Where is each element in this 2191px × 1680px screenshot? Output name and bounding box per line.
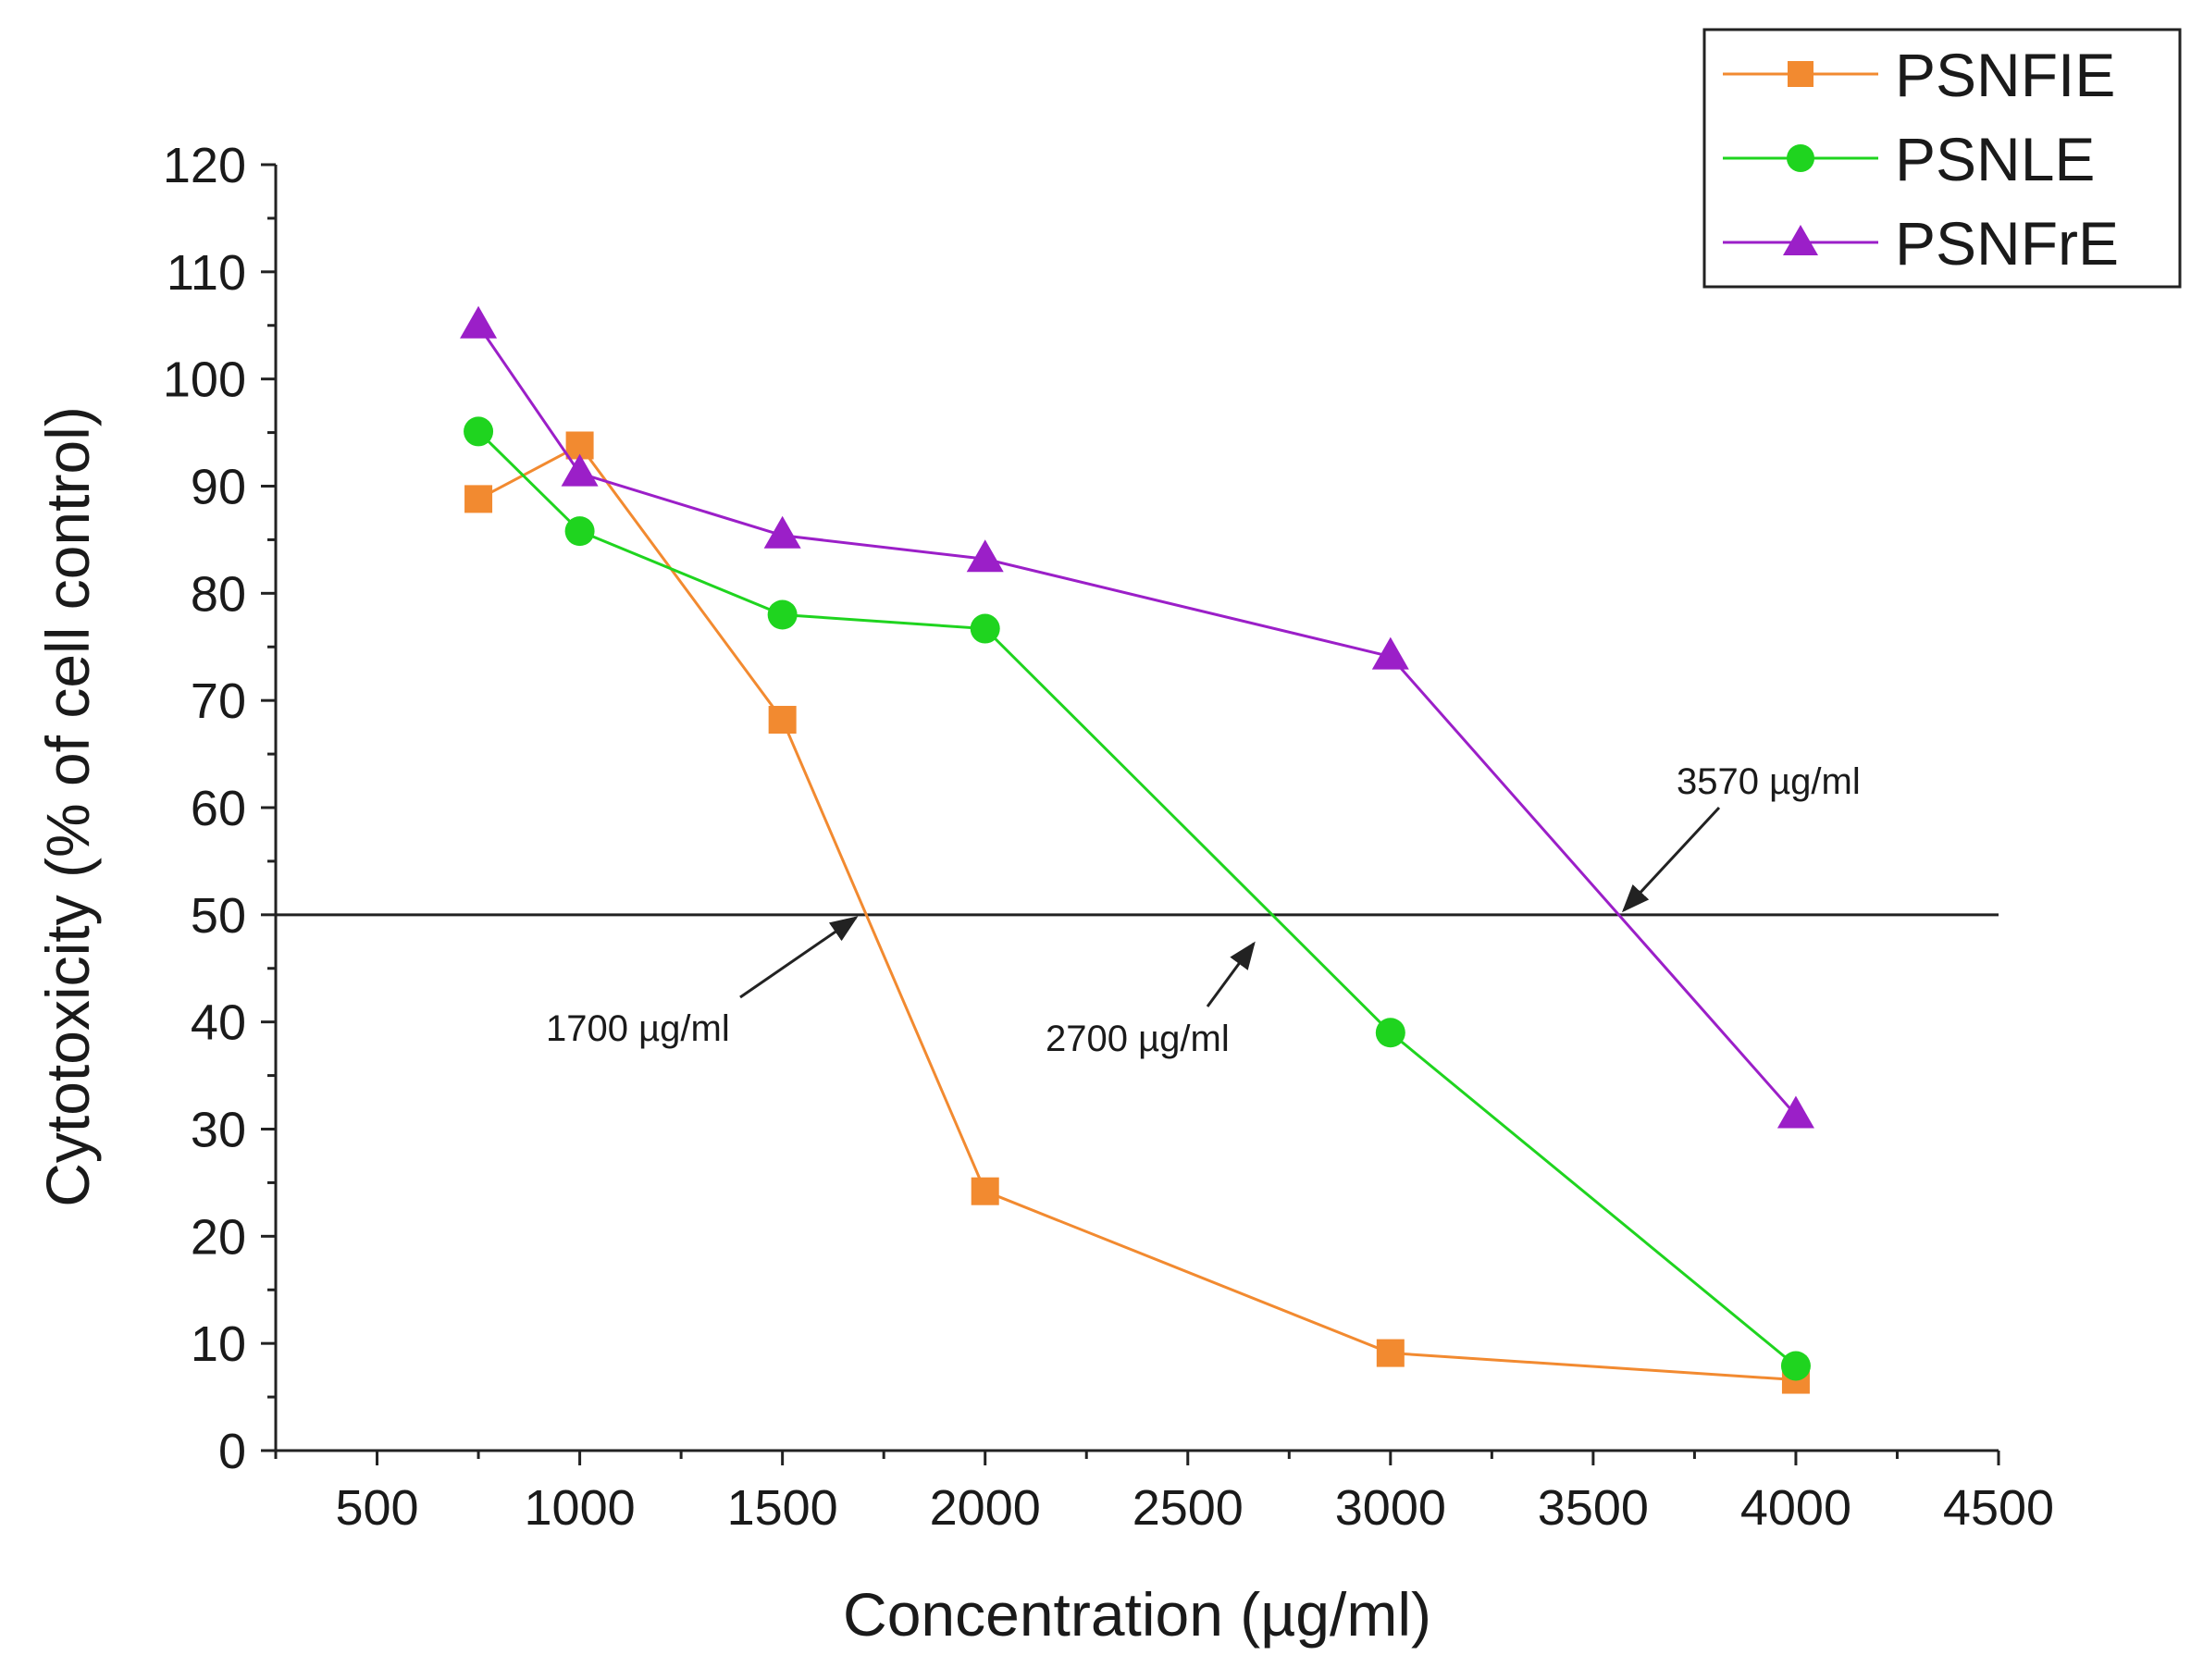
- point-psnle-750: [464, 416, 494, 447]
- x-tick-label-2500: 2500: [1133, 1480, 1244, 1536]
- series-line-psnfie: [477, 443, 1797, 1382]
- x-tick-label-3500: 3500: [1538, 1480, 1649, 1536]
- annotation-label-2700: 2700 µg/ml: [1046, 1019, 1230, 1059]
- y-ticks: [261, 163, 276, 1452]
- annotation-label-1700: 1700 µg/ml: [546, 1008, 730, 1049]
- y-tick-label-30: 30: [191, 1103, 246, 1158]
- y-tick-label-40: 40: [191, 995, 246, 1051]
- point-psnfre-1500: [763, 515, 801, 549]
- point-psnfie-750: [464, 485, 493, 513]
- legend-item-psnfre: PSNFrE: [1723, 209, 2119, 278]
- legend: PSNFIE PSNLE PSNFrE: [1702, 28, 2182, 289]
- y-tick-label-60: 60: [191, 781, 246, 836]
- point-psnle-1500: [767, 599, 798, 630]
- point-psnle-4000: [1780, 1351, 1811, 1381]
- legend-item-psnfie: PSNFIE: [1723, 41, 2115, 109]
- x-axis-title: Concentration (µg/ml): [843, 1580, 1431, 1649]
- y-tick-label-0: 0: [218, 1424, 246, 1479]
- x-tick-label-1500: 1500: [727, 1480, 838, 1536]
- y-tick-label-100: 100: [163, 352, 246, 408]
- y-tick-label-110: 110: [167, 245, 246, 301]
- point-psnle-1000: [564, 516, 595, 547]
- legend-marker-psnle: [1787, 144, 1814, 172]
- annotation-arrow-1700: [739, 916, 859, 999]
- annotation-arrow-2700: [1206, 941, 1256, 1007]
- x-tick-label-3000: 3000: [1335, 1480, 1446, 1536]
- series-psnle: [464, 416, 1811, 1381]
- legend-label-psnfre: PSNFrE: [1895, 209, 2119, 278]
- y-tick-label-90: 90: [191, 460, 246, 515]
- annotation-3570: 3570 µg/ml: [1621, 761, 1861, 913]
- legend-marker-psnfie: [1788, 61, 1813, 87]
- legend-box: [1702, 28, 2182, 289]
- x-tick-label-4000: 4000: [1740, 1480, 1851, 1536]
- point-psnle-3000: [1375, 1018, 1405, 1048]
- point-psnfie-2000: [971, 1177, 999, 1205]
- series-line-psnfre: [477, 324, 1798, 1117]
- point-psnfie-3000: [1376, 1339, 1405, 1367]
- y-tick-label-50: 50: [191, 888, 246, 944]
- legend-label-psnle: PSNLE: [1895, 125, 2095, 193]
- y-tick-label-80: 80: [191, 566, 246, 622]
- series-psnfie: [464, 431, 1810, 1394]
- y-tick-label-20: 20: [191, 1209, 246, 1265]
- point-psnle-2000: [970, 613, 1000, 644]
- annotation-label-3570: 3570 µg/ml: [1677, 761, 1861, 802]
- point-psnfre-2000: [966, 539, 1004, 573]
- y-axis-title: Cytotoxicity (% of cell control): [33, 406, 102, 1207]
- point-psnfre-4000: [1776, 1095, 1814, 1129]
- series-line-psnle: [477, 430, 1797, 1367]
- x-tick-label-2000: 2000: [930, 1480, 1041, 1536]
- point-psnfre-1000: [561, 453, 599, 487]
- annotation-2700: 2700 µg/ml: [1046, 941, 1256, 1059]
- annotation-arrow-3570: [1621, 806, 1721, 913]
- point-psnfie-1500: [768, 706, 797, 735]
- x-ticks: [274, 1451, 2000, 1465]
- x-tick-labels: 500 1000 1500 2000 2500 3000 3500 4000 4500: [335, 1480, 2054, 1536]
- series-layer: [460, 305, 1814, 1394]
- legend-item-psnle: PSNLE: [1723, 125, 2095, 193]
- ic50-annotations: 1700 µg/ml 2700 µg/ml 3570 µg/ml: [546, 761, 1861, 1059]
- legend-label-psnfie: PSNFIE: [1895, 41, 2115, 109]
- y-tick-label-120: 120: [163, 138, 246, 193]
- x-tick-label-4500: 4500: [1943, 1480, 2054, 1536]
- series-psnfre: [460, 305, 1814, 1129]
- point-psnfre-750: [460, 305, 498, 339]
- y-tick-label-70: 70: [191, 673, 246, 729]
- legend-marker-psnfre: [1783, 225, 1818, 255]
- y-tick-labels: 0 10 20 30 40 50 60 70 80 90 100 110 120: [163, 138, 246, 1479]
- point-psnfre-3000: [1371, 636, 1409, 670]
- axes: [274, 165, 1999, 1452]
- annotation-1700: 1700 µg/ml: [546, 916, 859, 1049]
- y-tick-label-10: 10: [191, 1316, 246, 1372]
- x-tick-label-1000: 1000: [525, 1480, 636, 1536]
- x-tick-label-500: 500: [335, 1480, 418, 1536]
